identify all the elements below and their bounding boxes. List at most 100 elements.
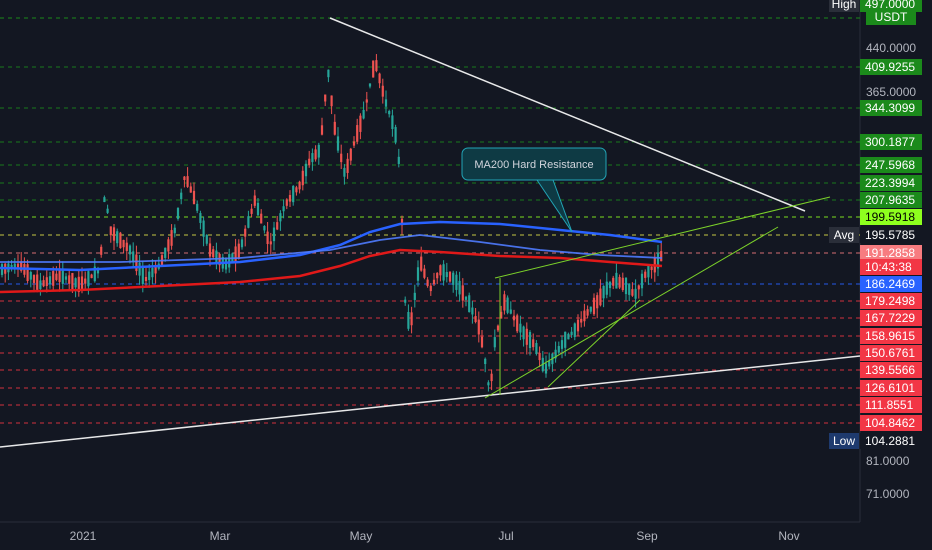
price-level-tag [860, 415, 922, 431]
candle-body [615, 272, 618, 289]
candle-body [512, 315, 516, 321]
price-level-value: 167.7229 [865, 311, 915, 325]
candle-body [522, 326, 525, 340]
unit-badge [866, 9, 916, 25]
candle-body [144, 276, 148, 282]
candle-body [484, 358, 487, 365]
candle-body [468, 295, 471, 313]
candle-body [605, 281, 608, 295]
candle-body [423, 268, 426, 278]
candle-body [311, 153, 314, 163]
candle-body [528, 331, 532, 349]
time-axis-label: Mar [210, 529, 231, 543]
candle-body [13, 263, 16, 269]
candle-body [237, 243, 240, 259]
candle-body [279, 213, 282, 222]
candle-body [119, 232, 122, 249]
candle-body [16, 263, 20, 268]
candle-body [384, 99, 388, 107]
candle-body [106, 208, 109, 213]
candle-body [132, 251, 135, 262]
candle-body [656, 252, 660, 269]
price-level-label-tag [829, 227, 859, 243]
candle-body [589, 306, 592, 312]
candle-body [336, 136, 340, 151]
candle-body [116, 231, 119, 244]
price-level-value: 223.3994 [865, 176, 915, 190]
candle-body [253, 195, 256, 206]
candle-body [20, 261, 23, 271]
candle-body [276, 222, 279, 230]
price-level-value: 207.9635 [865, 193, 915, 207]
candle-body [205, 234, 208, 244]
candle-body [381, 85, 384, 97]
candle-body [45, 277, 48, 286]
price-level-label-tag [829, 0, 859, 12]
candle-body [474, 316, 477, 322]
price-level-tag [860, 259, 922, 275]
candle-body [240, 239, 244, 248]
candle-body [532, 339, 535, 348]
candle-body [458, 280, 461, 295]
price-level-value: 409.9255 [865, 60, 915, 74]
candle-body [570, 331, 573, 336]
candle-body [429, 285, 432, 292]
candle-body [32, 275, 36, 283]
candle-body [461, 285, 464, 301]
candle-body [58, 268, 61, 283]
ma-blue-secondary-line [0, 234, 663, 263]
price-level-value: 195.5785 [865, 228, 915, 242]
price-level-value: 104.8462 [865, 416, 915, 430]
candle-body [564, 331, 567, 348]
candle-body [260, 213, 263, 224]
candle-body [154, 265, 157, 274]
candle-body [285, 199, 288, 206]
candle-body [298, 181, 301, 190]
candle-body [346, 158, 349, 173]
candle-body [122, 239, 125, 248]
candle-body [640, 273, 644, 289]
price-level-label: Avg [834, 228, 854, 242]
price-level-tag [860, 293, 922, 309]
unit-label: USDT [875, 10, 908, 24]
candle-body [416, 267, 420, 281]
price-level-tag [860, 328, 922, 344]
candle-body [269, 241, 272, 245]
candle-body [266, 231, 269, 244]
price-level-tag [860, 397, 922, 413]
candle-body [186, 176, 189, 187]
candle-body [503, 294, 506, 311]
candle-body [544, 363, 548, 374]
candle-body [464, 296, 468, 300]
candle-body [573, 323, 576, 337]
candle-body [519, 323, 522, 333]
candle-body [644, 271, 647, 278]
candle-body [420, 256, 423, 271]
price-axis-label: 81.0000 [866, 454, 910, 468]
candle-body [87, 271, 90, 287]
candle-body [343, 167, 346, 177]
candle-body [340, 153, 343, 163]
price-axis-label: 71.0000 [866, 487, 910, 501]
candle-body [330, 95, 333, 107]
candle-body [42, 280, 45, 287]
candle-body [29, 271, 32, 280]
candle-body [378, 73, 381, 84]
candle-body [365, 99, 368, 103]
price-level-tag [860, 100, 922, 116]
price-level-value: 186.2469 [865, 277, 915, 291]
candle-body [506, 297, 509, 313]
candle-body [199, 213, 202, 223]
candle-body [282, 206, 285, 212]
candle-body [436, 272, 439, 279]
candle-body [308, 158, 311, 166]
candle-body [583, 310, 586, 322]
ma-blue-line [0, 220, 663, 272]
candle-body [576, 319, 580, 332]
candle-body [317, 144, 320, 158]
candle-body [368, 83, 372, 87]
ma-red-line [0, 248, 663, 294]
candle-body [244, 228, 247, 237]
